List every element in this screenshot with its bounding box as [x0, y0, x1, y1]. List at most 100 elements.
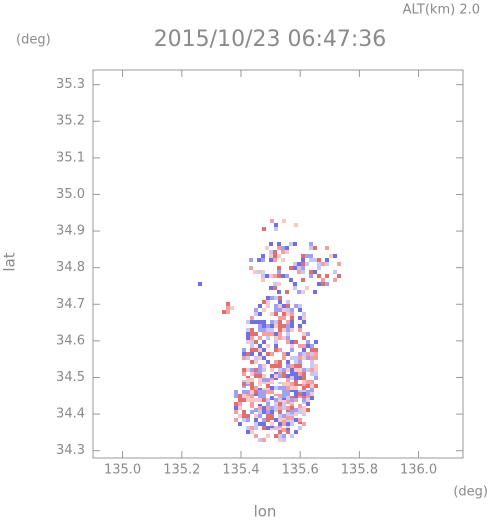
echo-pixel [246, 414, 250, 418]
echo-pixel [254, 398, 258, 402]
echo-pixel [306, 332, 310, 336]
echo-pixel [270, 414, 274, 418]
echo-pixel [250, 352, 254, 356]
echo-pixel [309, 242, 313, 246]
echo-pixel [254, 390, 258, 394]
echo-pixel [274, 408, 278, 412]
echo-pixel [282, 316, 286, 320]
echo-pixel [278, 434, 282, 438]
echo-pixel [294, 402, 298, 406]
echo-pixel [298, 312, 302, 316]
echo-pixel [282, 410, 286, 414]
echo-pixel [226, 306, 230, 310]
echo-pixel [258, 304, 262, 308]
echo-pixel [242, 414, 246, 418]
echo-pixel [286, 412, 290, 416]
echo-pixel [246, 426, 250, 430]
echo-pixel [250, 402, 254, 406]
echo-pixel [254, 418, 258, 422]
echo-pixel [274, 422, 278, 426]
echo-pixel [266, 414, 270, 418]
echo-pixel [246, 320, 250, 324]
echo-pixel [274, 418, 278, 422]
echo-pixel [325, 246, 329, 250]
echo-pixel [278, 374, 282, 378]
echo-pixel [261, 254, 265, 258]
echo-pixel [313, 258, 317, 262]
y-tick-label: 35.1 [56, 150, 85, 165]
echo-pixel [242, 398, 246, 402]
echo-pixel [286, 386, 290, 390]
echo-pixel [298, 304, 302, 308]
echo-pixel [294, 223, 298, 227]
echo-pixel [290, 372, 294, 376]
echo-pixel [306, 384, 310, 388]
echo-pixel [258, 340, 262, 344]
echo-pixel [274, 426, 278, 430]
echo-pixel [274, 324, 278, 328]
echo-pixel [242, 390, 246, 394]
echo-pixel [278, 418, 282, 422]
echo-pixel [278, 410, 282, 414]
echo-pixel [274, 404, 278, 408]
echo-pixel [285, 278, 289, 282]
echo-pixel [306, 368, 310, 372]
echo-pixel [266, 398, 270, 402]
echo-pixel [282, 368, 286, 372]
echo-pixel [222, 310, 226, 314]
echo-pixel [238, 398, 242, 402]
echo-pixel [262, 438, 266, 442]
echo-pixel [317, 274, 321, 278]
echo-pixel [262, 368, 266, 372]
echo-pixel [317, 266, 321, 270]
echo-pixel [309, 254, 313, 258]
echo-pixel [294, 348, 298, 352]
echo-pixel [286, 382, 290, 386]
echo-pixel [270, 300, 274, 304]
echo-pixel [254, 374, 258, 378]
echo-pixel [301, 270, 305, 274]
echo-pixel [277, 254, 281, 258]
echo-pixel [270, 296, 274, 300]
chart-title: 2015/10/23 06:47:36 [154, 27, 387, 52]
echo-pixel [278, 378, 282, 382]
x-tick-label: 135.6 [282, 463, 319, 478]
echo-pixel [294, 426, 298, 430]
echo-pixel [301, 258, 305, 262]
echo-pixel [277, 242, 281, 246]
echo-pixel [246, 352, 250, 356]
echo-pixel [246, 406, 250, 410]
echo-pixel [301, 290, 305, 294]
echo-pixel [302, 316, 306, 320]
echo-pixel [282, 344, 286, 348]
echo-pixel [278, 308, 282, 312]
echo-pixel [234, 394, 238, 398]
echo-pixel [278, 348, 282, 352]
echo-pixel [286, 430, 290, 434]
echo-pixel [250, 328, 254, 332]
echo-pixel [270, 430, 274, 434]
echo-pixel [254, 426, 258, 430]
echo-pixel [298, 360, 302, 364]
echo-pixel [286, 340, 290, 344]
echo-pixel [285, 290, 289, 294]
echo-pixel [250, 336, 254, 340]
echo-pixel [258, 422, 262, 426]
echo-pixel [246, 348, 250, 352]
echo-pixel [278, 360, 282, 364]
echo-pixel [281, 274, 285, 278]
echo-pixel [278, 414, 282, 418]
echo-pixel [249, 258, 253, 262]
y-tick-label: 34.3 [56, 443, 85, 458]
echo-pixel [286, 356, 290, 360]
echo-pixel [270, 360, 274, 364]
echo-pixel [298, 356, 302, 360]
echo-pixel [285, 270, 289, 274]
echo-pixel [254, 414, 258, 418]
echo-pixel [294, 372, 298, 376]
echo-pixel [286, 400, 290, 404]
echo-pixel [250, 390, 254, 394]
echo-pixel [277, 270, 281, 274]
echo-pixel [310, 356, 314, 360]
